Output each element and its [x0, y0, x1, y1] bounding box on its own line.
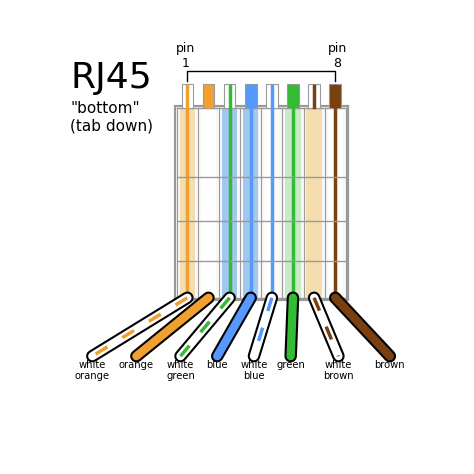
- Bar: [307, 108, 322, 298]
- Bar: [175, 106, 347, 300]
- Bar: [329, 84, 341, 108]
- Bar: [243, 108, 258, 298]
- Bar: [308, 84, 320, 108]
- Bar: [222, 108, 237, 298]
- Bar: [287, 84, 299, 108]
- Bar: [264, 108, 280, 298]
- Text: orange: orange: [119, 360, 154, 370]
- Text: blue: blue: [206, 360, 228, 370]
- Text: brown: brown: [374, 360, 405, 370]
- Bar: [203, 84, 214, 108]
- Text: RJ45: RJ45: [70, 61, 152, 94]
- Bar: [285, 108, 301, 298]
- Text: white
green: white green: [166, 360, 195, 382]
- Text: white
orange: white orange: [75, 360, 110, 382]
- Bar: [175, 106, 347, 300]
- Bar: [328, 108, 343, 298]
- Text: "bottom"
(tab down): "bottom" (tab down): [70, 100, 153, 133]
- Bar: [180, 108, 195, 298]
- Text: green: green: [276, 360, 305, 370]
- Text: pin
8: pin 8: [328, 42, 346, 70]
- Bar: [245, 84, 256, 108]
- Text: white
brown: white brown: [323, 360, 354, 382]
- Text: pin
1: pin 1: [176, 42, 195, 70]
- Bar: [224, 84, 236, 108]
- Bar: [201, 108, 216, 298]
- Bar: [182, 84, 193, 108]
- Text: white
blue: white blue: [240, 360, 268, 382]
- Bar: [266, 84, 278, 108]
